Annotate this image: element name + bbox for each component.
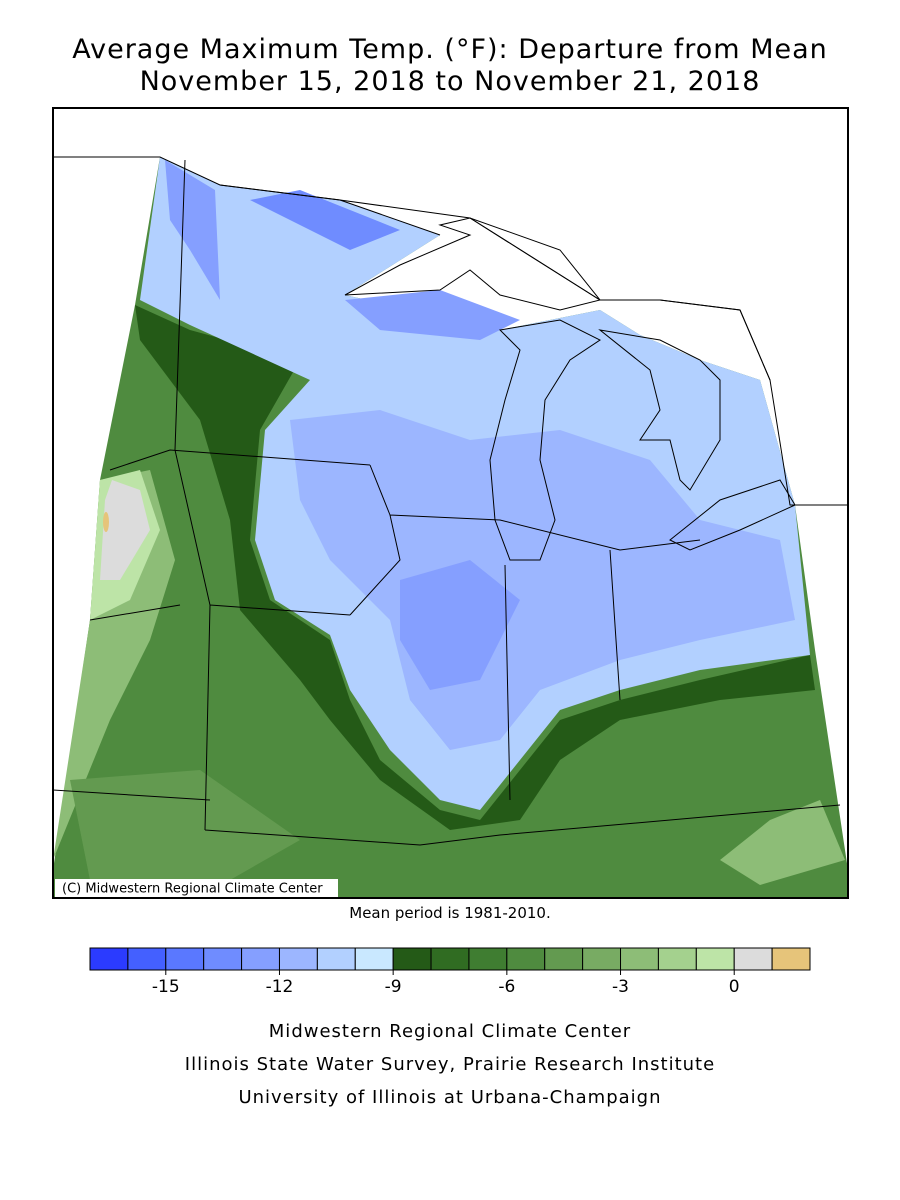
lake-michigan (489, 319, 601, 561)
colorbar-bin (278, 947, 318, 971)
region-tan (103, 512, 109, 532)
colorbar-bin (316, 947, 356, 971)
region-dark-green (135, 305, 815, 830)
colorbar-bin (657, 947, 697, 971)
colorbar-bin (203, 947, 243, 971)
colorbar-bin (506, 947, 546, 971)
colorbar-bin (165, 947, 205, 971)
lake-huron (598, 329, 721, 491)
region-light-green (53, 470, 175, 860)
colorbar: -15 -12 -9 -6 -3 0 (89, 947, 811, 997)
region-blue-dark (250, 190, 400, 250)
mean-period-note: Mean period is 1981-2010. (349, 904, 550, 922)
lake-superior (344, 217, 601, 311)
copyright: (C) Midwestern Regional Climate Center (62, 882, 323, 897)
colorbar-bin (392, 947, 432, 971)
subtitle: November 15, 2018 to November 21, 2018 (140, 66, 761, 97)
colorbar-tick-label: -6 (498, 977, 515, 997)
colorbar-bin (582, 947, 622, 971)
footer-line: University of Illinois at Urbana-Champai… (238, 1087, 661, 1108)
title: Average Maximum Temp. (°F): Departure fr… (72, 34, 828, 65)
region-blue-dark (400, 560, 520, 690)
colorbar-bin (468, 947, 508, 971)
colorbar-bin (620, 947, 659, 971)
colorbar-bin (241, 947, 280, 971)
colorbar-bin (430, 947, 470, 971)
state-lines (52, 159, 841, 846)
colorbar-bin (89, 947, 129, 971)
colorbar-tick-label: -12 (266, 977, 294, 997)
map: (C) Midwestern Regional Climate Center (52, 107, 849, 899)
footer-line: Illinois State Water Survey, Prairie Res… (185, 1054, 715, 1075)
colorbar-bin (733, 947, 773, 971)
colorbar-tick-label: -9 (385, 977, 402, 997)
region-mid-green (70, 770, 300, 880)
colorbar-bin (695, 947, 735, 971)
map-frame (52, 107, 849, 899)
footer-line: Midwestern Regional Climate Center (269, 1021, 631, 1042)
colorbar-bin (127, 947, 167, 971)
border (219, 184, 771, 381)
copyright-box (55, 879, 338, 897)
colorbar-bin (354, 947, 394, 971)
region-blue-mid (165, 160, 220, 300)
region-light-green-se (720, 800, 845, 885)
colorbar-tick-label: -3 (612, 977, 629, 997)
region-gray (100, 480, 150, 580)
colorbar-bin (544, 947, 584, 971)
colorbar-bin (771, 947, 811, 971)
colorbar-tick-label: 0 (729, 977, 740, 997)
colorbar-tick-label: -15 (152, 977, 180, 997)
region-blue-dark (345, 290, 520, 340)
